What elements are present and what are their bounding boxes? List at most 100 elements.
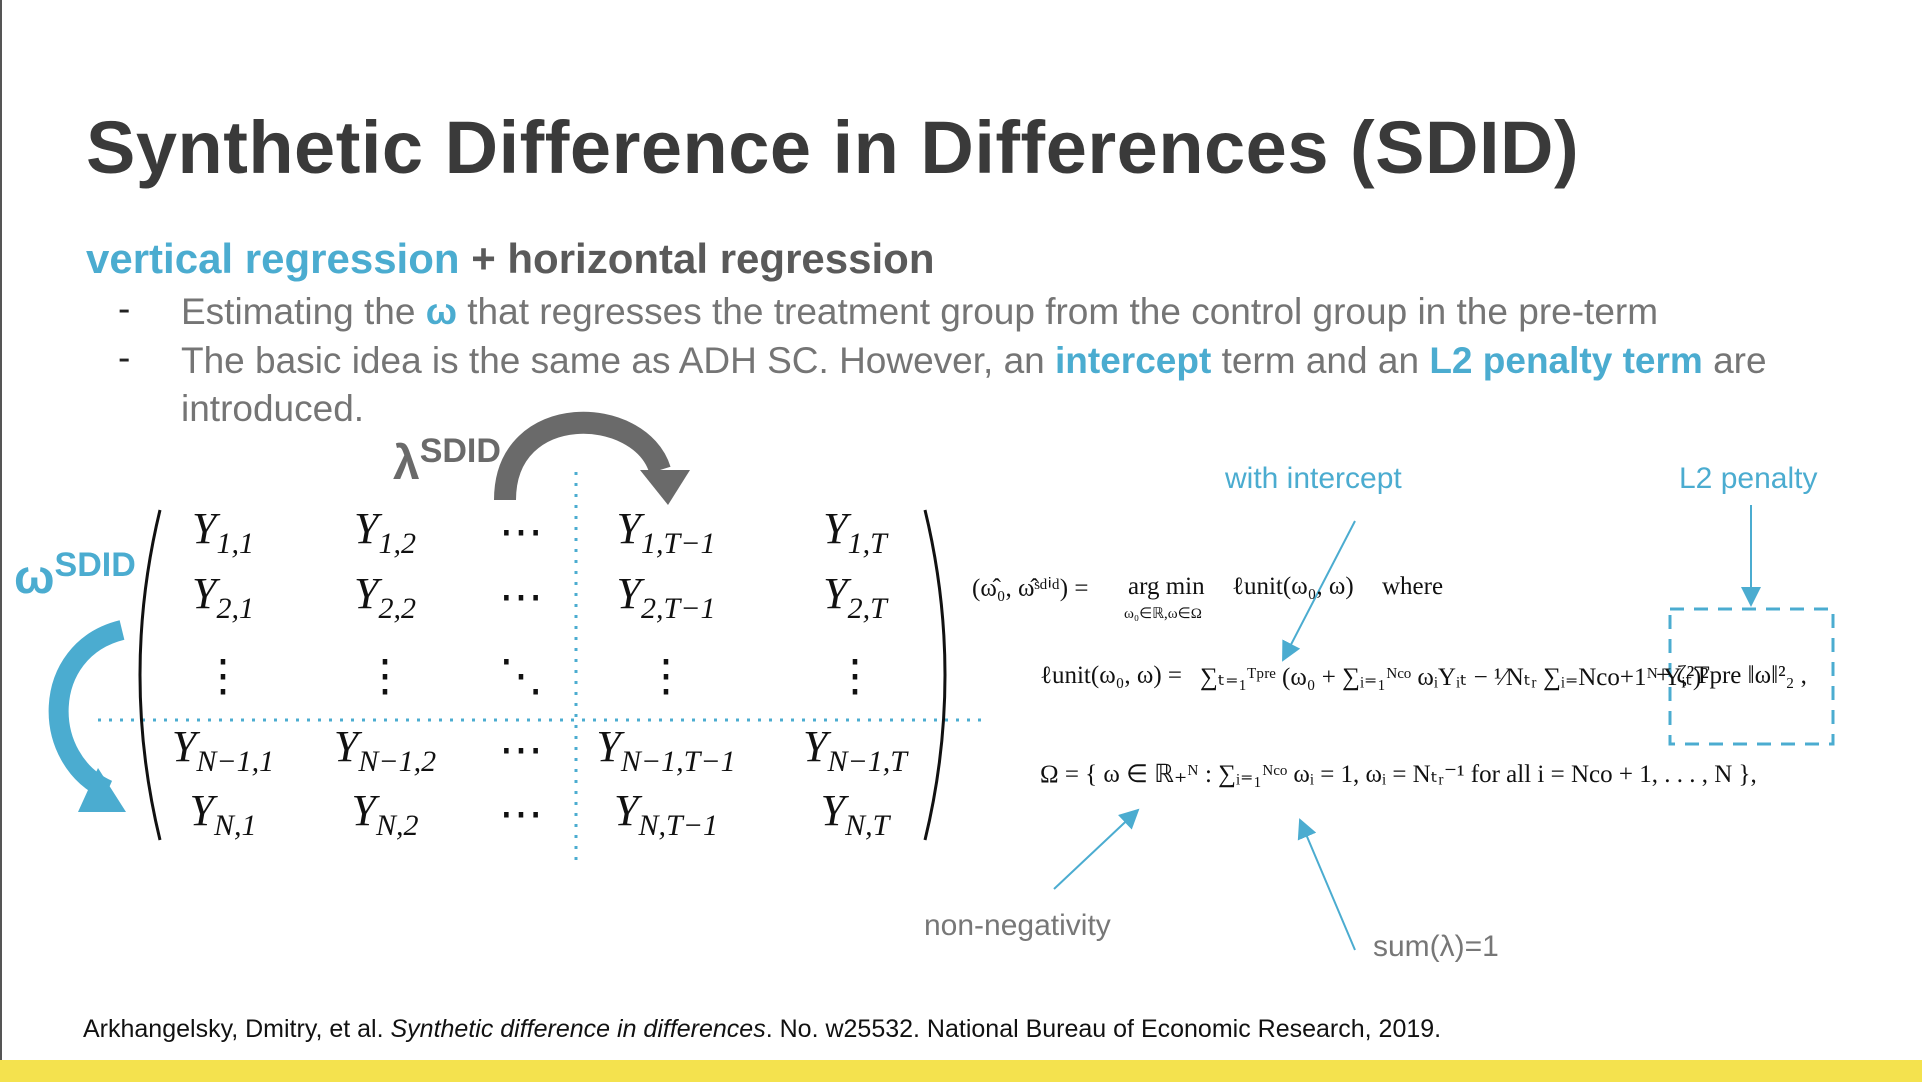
formula-text: ℓunit(ω₀, ω) [1232, 573, 1354, 600]
annotation-arrow [1053, 808, 1140, 890]
formula-text: Ω = { ω ∈ ℝ₊ᴺ : ∑ᵢ₌₁ᴺᶜᵒ ωᵢ = 1, ωᵢ = Nₜᵣ… [1040, 761, 1757, 788]
cell-base: Y [823, 569, 848, 619]
matrix-cell: YN,1 [190, 785, 257, 843]
text-segment: Estimating the [181, 291, 426, 332]
formula-text: arg min [1128, 573, 1205, 600]
matrix-cell: ⋱ [499, 651, 543, 702]
superscript: SDID [419, 432, 501, 470]
citation-segment: Arkhangelsky, Dmitry, et al. [83, 1015, 391, 1043]
formula-text: where [1382, 573, 1444, 600]
cell-subscript: N,1 [213, 808, 257, 842]
text-segment: L2 penalty term [1429, 340, 1703, 381]
cell-subscript: N,T−1 [638, 808, 718, 842]
bullet-text: Estimating the ω that regresses the trea… [181, 288, 1831, 336]
matrix-cell: YN−1,T [803, 721, 907, 779]
cell-subscript: 2,T−1 [641, 591, 716, 625]
cell-base: Y [192, 569, 217, 619]
ellipsis: ⋯ [499, 725, 543, 775]
cell-base: Y [351, 786, 376, 836]
cell-base: Y [333, 722, 359, 772]
cell-subscript: 1,T [847, 526, 887, 560]
cell-subscript: 2,T [847, 591, 887, 625]
matrix-cell: Y2,2 [354, 568, 416, 626]
cell-subscript: N−1,1 [196, 744, 275, 778]
matrix-cell: YN,T−1 [614, 785, 718, 843]
cell-subscript: N,2 [375, 808, 419, 842]
omega-arrowhead [78, 768, 126, 812]
cell-base: Y [823, 504, 848, 554]
ellipsis: ⋱ [499, 651, 543, 701]
text-segment: ω [425, 291, 457, 332]
cell-base: Y [596, 722, 621, 772]
formula-text: (ω̂₀, ω̂ˢᵈⁱᵈ) = [972, 575, 1089, 602]
cell-base: Y [614, 786, 639, 836]
formula-text: ℓunit(ω₀, ω) = [1040, 662, 1182, 689]
matrix-cell: YN−1,1 [172, 721, 274, 779]
footer-bar [0, 1060, 1922, 1082]
cell-subscript: 2,1 [216, 591, 254, 625]
matrix-cell: Y1,2 [354, 503, 416, 561]
matrix-cell: ⋯ [499, 572, 543, 623]
annotation-arrow [1282, 520, 1356, 662]
text-segment: that regresses the treatment group from … [457, 291, 1659, 332]
matrix-cell: ⋮ [201, 651, 245, 702]
cell-base: Y [171, 722, 197, 772]
matrix-cell: ⋯ [499, 789, 543, 840]
citation-segment: . No. w25532. National Bureau of Economi… [765, 1015, 1442, 1043]
cell-base: Y [189, 786, 214, 836]
matrix-cell: YN,T [821, 785, 890, 843]
matrix-cell: Y2,T−1 [617, 568, 716, 626]
text-segment: are introduced. [181, 340, 1767, 429]
cell-subscript: 1,2 [378, 526, 416, 560]
cell-base: Y [354, 569, 379, 619]
cell-base: Y [616, 504, 642, 554]
cell-base: Y [192, 504, 217, 554]
citation-segment: Synthetic difference in differences [390, 1015, 766, 1043]
matrix-cell: YN,2 [352, 785, 419, 843]
bullet-marker: - [118, 337, 131, 378]
cell-subscript: N,T [845, 808, 890, 842]
cell-subscript: 1,1 [216, 526, 254, 560]
ellipsis: ⋮ [201, 651, 245, 701]
formula-text: + ζ²Tpre ‖ω‖²₂ , [1656, 662, 1807, 689]
annotation: L2 penalty [1679, 462, 1818, 495]
bullet-text: The basic idea is the same as ADH SC. Ho… [181, 337, 1831, 433]
cell-base: Y [354, 504, 379, 554]
cell-subscript: N−1,2 [358, 744, 437, 778]
subtitle: vertical regression + horizontal regress… [86, 235, 934, 283]
annotation: with intercept [1225, 462, 1402, 495]
cell-base: Y [803, 722, 828, 772]
subtitle-part: + horizontal regression [471, 235, 935, 282]
ellipsis: ⋮ [833, 651, 877, 701]
matrix-cell: ⋮ [833, 651, 877, 702]
matrix-cell: ⋯ [499, 507, 543, 558]
matrix-cell: ⋯ [499, 725, 543, 776]
ellipsis: ⋮ [363, 651, 407, 701]
matrix-cell: ⋮ [644, 651, 688, 702]
matrix-cell: Y2,1 [192, 568, 254, 626]
cell-base: Y [616, 569, 642, 619]
symbol: λ [393, 437, 420, 490]
lambda-arrowhead [640, 470, 690, 505]
matrix-cell: YN−1,2 [334, 721, 436, 779]
paren-right [923, 509, 947, 841]
annotation: sum(λ)=1 [1373, 930, 1499, 963]
matrix-cell: Y1,1 [192, 503, 254, 561]
bullet-marker: - [118, 288, 131, 329]
matrix-cell: YN−1,T−1 [596, 721, 735, 779]
cell-base: Y [820, 786, 846, 836]
annotation: non-negativity [924, 909, 1111, 942]
cell-subscript: 2,2 [378, 591, 416, 625]
cell-subscript: N−1,T−1 [620, 744, 736, 778]
lambda-arrow [494, 411, 671, 501]
lambda-label: λSDID [393, 432, 501, 491]
ellipsis: ⋯ [499, 789, 543, 839]
cell-subscript: 1,T−1 [641, 526, 716, 560]
annotation-arrow [1297, 818, 1356, 951]
text-segment: The basic idea is the same as ADH SC. Ho… [181, 340, 1056, 381]
superscript: SDID [54, 546, 136, 584]
paren-left [138, 509, 162, 841]
ellipsis: ⋮ [644, 651, 688, 701]
